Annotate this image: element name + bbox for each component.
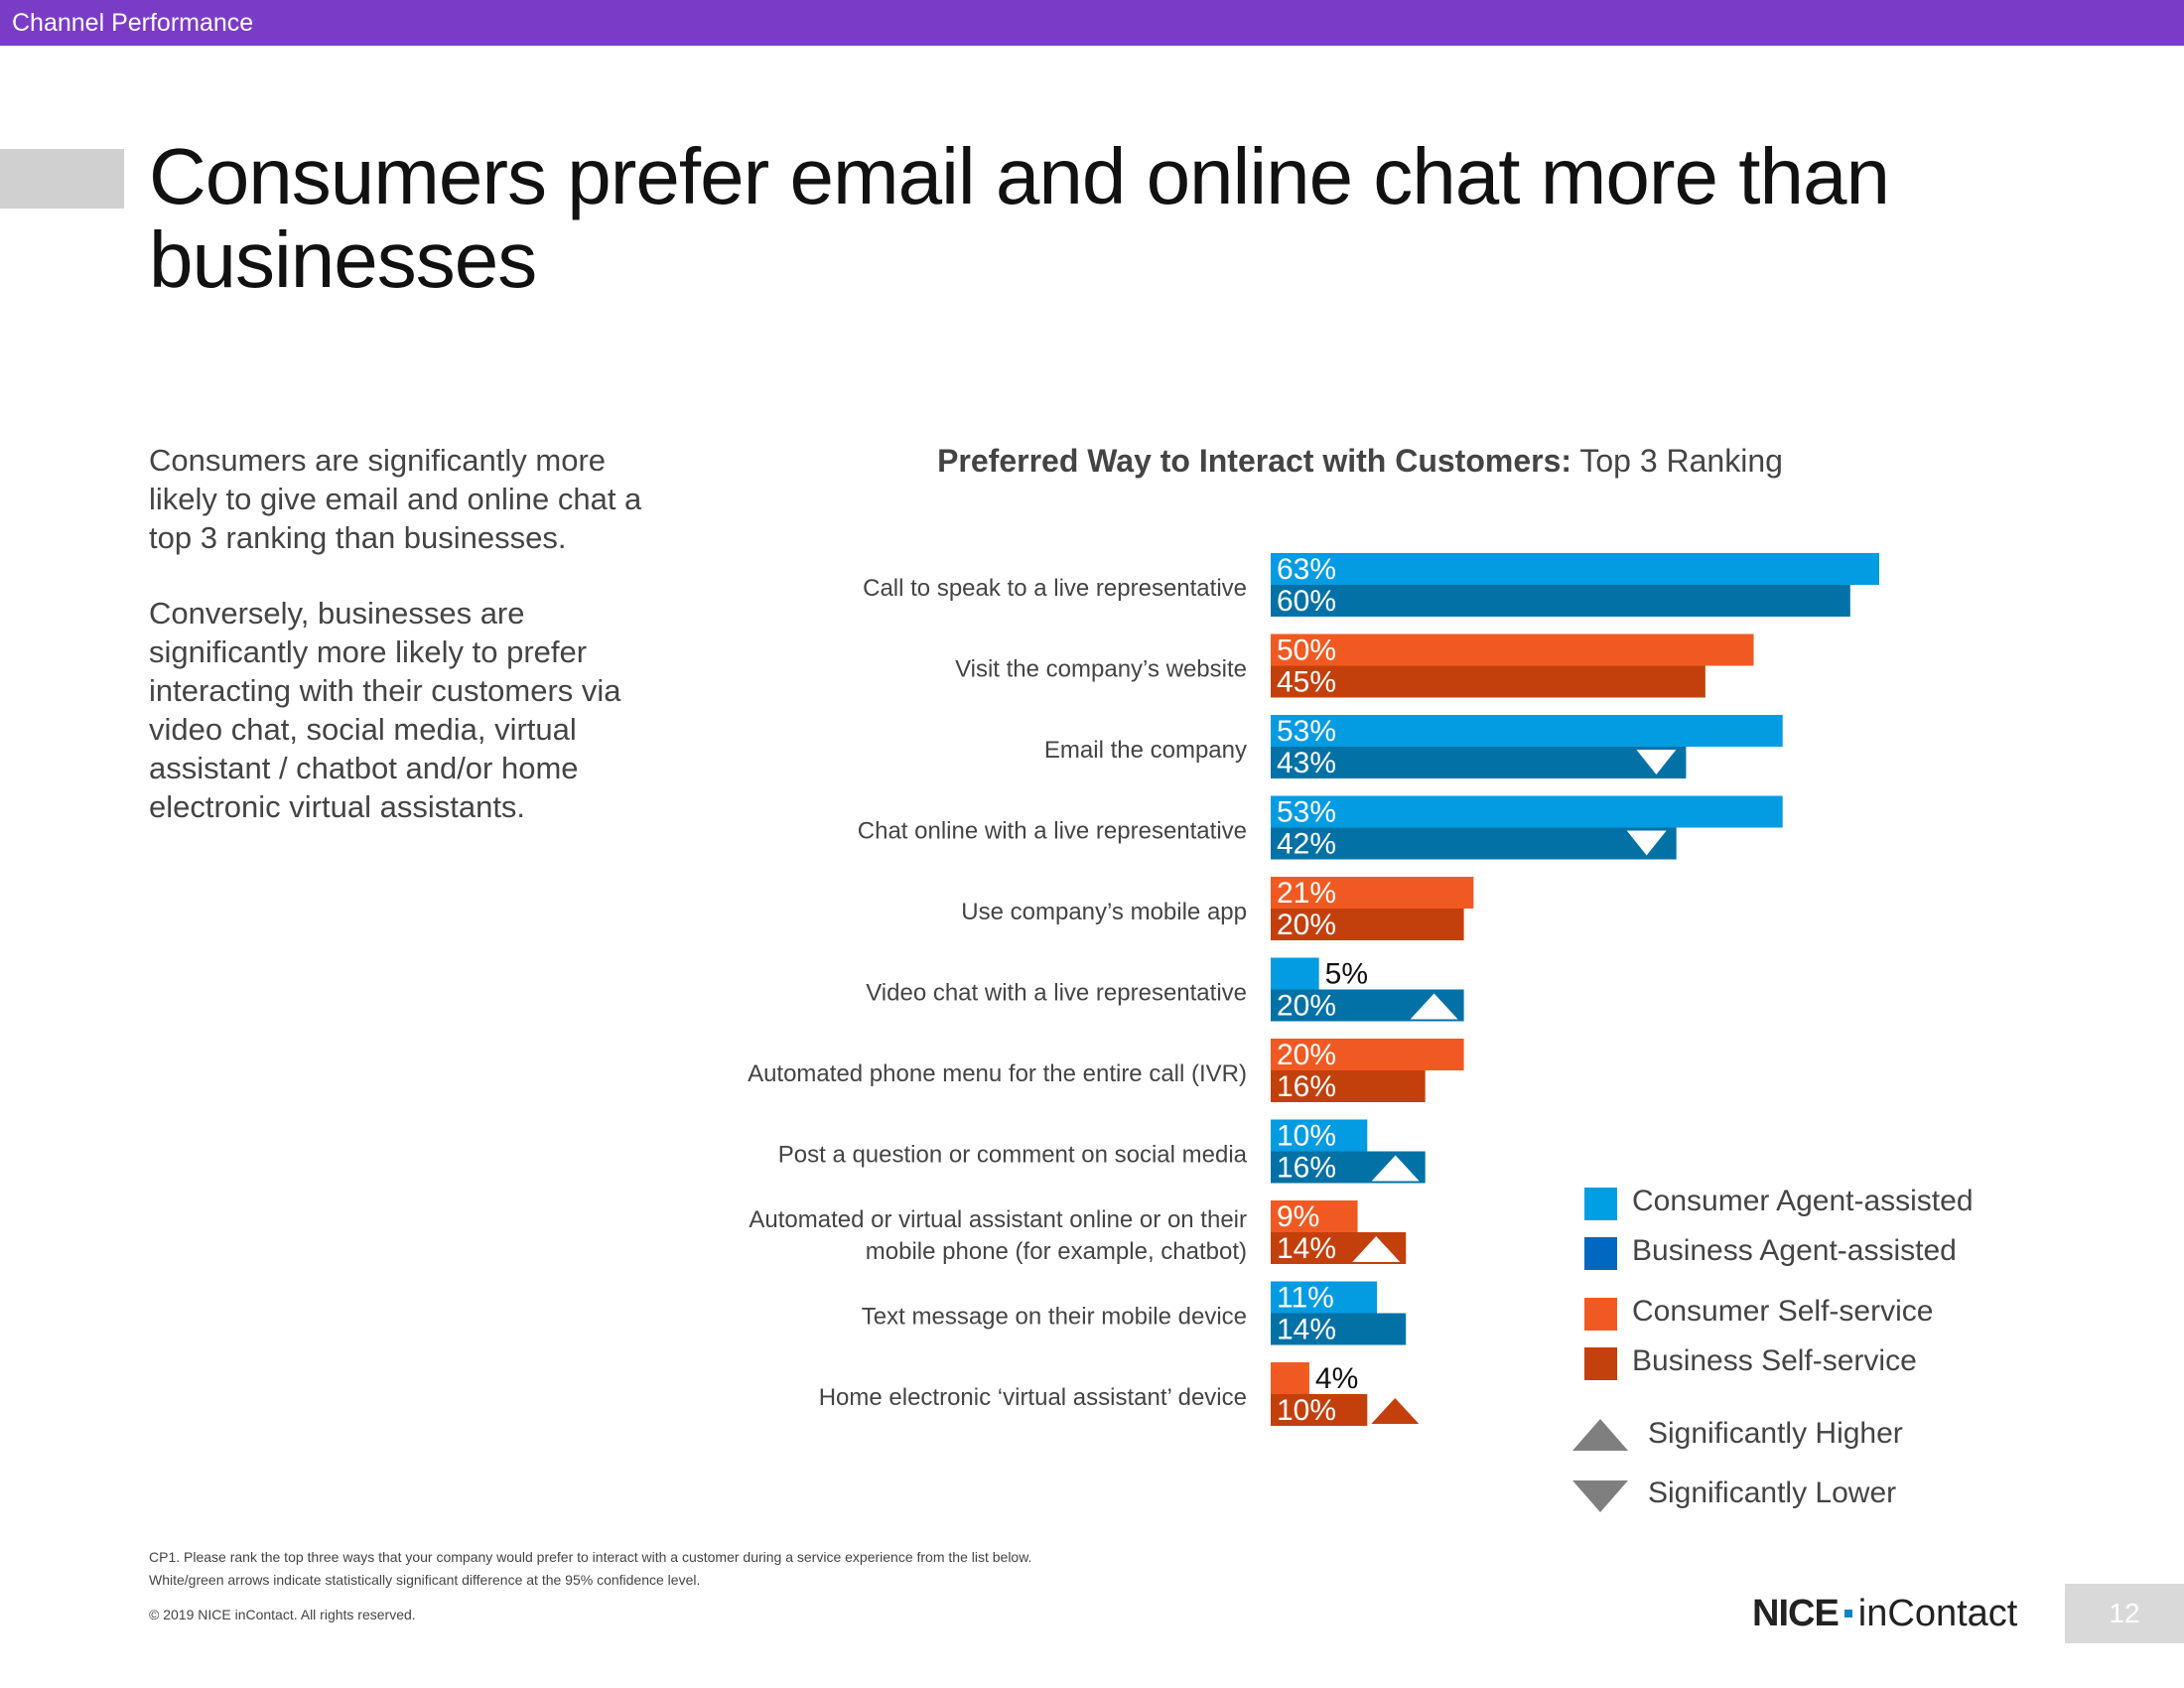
category-label: mobile phone (for example, chatbot) xyxy=(866,1238,1247,1265)
legend-label-consumer-agent: Consumer Agent-assisted xyxy=(1632,1185,1974,1217)
significantly-higher-icon xyxy=(1371,1155,1420,1182)
data-label: 53% xyxy=(1277,796,1336,829)
legend-swatch-business-agent xyxy=(1584,1237,1617,1270)
data-label: 53% xyxy=(1277,715,1336,748)
bar-business xyxy=(1271,1313,1407,1345)
intro-paragraph-2: Conversely, businesses are significantly… xyxy=(149,596,621,824)
data-label: 20% xyxy=(1277,909,1336,941)
data-label: 60% xyxy=(1277,585,1336,618)
category-label: Visit the company’s website xyxy=(955,656,1247,683)
copyright: © 2019 NICE inContact. All rights reserv… xyxy=(149,1607,416,1622)
nice-incontact-logo: NICE inContact xyxy=(1752,1593,2017,1635)
bar-consumer xyxy=(1271,1281,1378,1314)
category-label: Text message on their mobile device xyxy=(862,1304,1247,1331)
data-label: 43% xyxy=(1277,747,1336,779)
logo-part-nice: NICE xyxy=(1752,1593,1840,1634)
data-label: 5% xyxy=(1325,958,1368,991)
bar-consumer xyxy=(1271,553,1879,585)
triangle-down-shape xyxy=(1572,1480,1628,1512)
bar-consumer xyxy=(1271,1200,1358,1232)
bar-business xyxy=(1271,665,1706,698)
data-label: 63% xyxy=(1277,553,1336,586)
triangle-up-shape xyxy=(1572,1419,1628,1451)
bar-consumer xyxy=(1271,715,1783,747)
legend-label-significantly-lower: Significantly Lower xyxy=(1648,1477,1897,1509)
data-label: 21% xyxy=(1277,877,1336,910)
category-label: Use company’s mobile app xyxy=(961,899,1247,925)
intro-paragraph-1: Consumers are significantly more likely … xyxy=(149,443,642,555)
logo-dot-icon xyxy=(1843,1610,1852,1618)
category-label: Automated phone menu for the entire call… xyxy=(748,1060,1247,1087)
category-label: Home electronic ‘virtual assistant’ devi… xyxy=(819,1384,1247,1411)
page-number-box: 12 xyxy=(2065,1584,2184,1643)
bar-business xyxy=(1271,1070,1426,1102)
data-label: 16% xyxy=(1277,1152,1336,1185)
logo-part-incontact: inContact xyxy=(1857,1593,2018,1634)
data-label: 4% xyxy=(1315,1362,1358,1395)
data-label: 20% xyxy=(1277,1039,1336,1071)
intro-text: Consumers are significantly more likely … xyxy=(149,441,655,863)
significantly-higher-icon xyxy=(1371,1398,1420,1424)
category-label: Chat online with a live representative xyxy=(858,818,1247,845)
data-label: 10% xyxy=(1277,1394,1336,1427)
category-label: Automated or virtual assistant online or… xyxy=(749,1206,1247,1233)
data-label: 11% xyxy=(1277,1282,1334,1315)
legend-label-significantly-higher: Significantly Higher xyxy=(1648,1417,1903,1450)
title-marker xyxy=(0,149,124,209)
category-label: Video chat with a live representative xyxy=(866,980,1247,1007)
category-label: Email the company xyxy=(1044,737,1247,764)
chart-title-regular: Top 3 Ranking xyxy=(1579,443,1783,479)
bar-consumer xyxy=(1271,1119,1368,1152)
legend-label-business-agent: Business Agent-assisted xyxy=(1632,1234,1957,1267)
bar-consumer xyxy=(1271,1039,1464,1070)
bar-business xyxy=(1271,1394,1368,1426)
section-label: Channel Performance xyxy=(12,9,254,37)
data-label: 14% xyxy=(1277,1232,1336,1265)
triangle-up-icon xyxy=(1572,1419,1628,1451)
legend-label-business-self: Business Self-service xyxy=(1632,1344,1917,1377)
data-label: 20% xyxy=(1277,990,1336,1023)
bar-consumer xyxy=(1271,957,1319,990)
triangle-down-icon xyxy=(1572,1480,1628,1512)
data-label: 16% xyxy=(1277,1070,1336,1103)
significantly-higher-icon xyxy=(1410,993,1458,1020)
bar-consumer xyxy=(1271,877,1474,909)
legend-swatch-business-self xyxy=(1584,1347,1617,1380)
category-label: Call to speak to a live representative xyxy=(863,575,1247,602)
significantly-lower-icon xyxy=(1636,750,1677,774)
bar-business xyxy=(1271,585,1850,617)
bar-consumer xyxy=(1271,1362,1309,1394)
page-title: Consumers prefer email and online chat m… xyxy=(149,132,1890,304)
significantly-higher-icon xyxy=(1352,1236,1401,1262)
chart-title-bold: Preferred Way to Interact with Customers… xyxy=(937,443,1572,479)
bar-consumer xyxy=(1271,633,1754,666)
legend-swatch-consumer-agent xyxy=(1584,1188,1617,1220)
significantly-lower-icon xyxy=(1626,830,1667,856)
header-bar: Channel Performance xyxy=(0,0,2184,46)
bar-business xyxy=(1271,909,1464,940)
data-label: 50% xyxy=(1277,634,1336,667)
data-label: 42% xyxy=(1277,828,1336,861)
chart-title: Preferred Way to Interact with Customers… xyxy=(794,443,1926,480)
legend-swatch-consumer-self xyxy=(1584,1298,1617,1331)
legend-label-consumer-self: Consumer Self-service xyxy=(1632,1295,1934,1328)
data-label: 10% xyxy=(1277,1120,1336,1153)
bar-business xyxy=(1271,747,1687,778)
data-label: 14% xyxy=(1277,1314,1336,1346)
data-label: 45% xyxy=(1277,666,1336,699)
footnote-question: CP1. Please rank the top three ways that… xyxy=(149,1549,1032,1565)
bar-consumer xyxy=(1271,795,1783,828)
category-label: Post a question or comment on social med… xyxy=(778,1142,1248,1169)
bar-business xyxy=(1271,827,1677,860)
footnote-significance: White/green arrows indicate statisticall… xyxy=(149,1572,701,1588)
data-label: 9% xyxy=(1277,1200,1319,1233)
page-number: 12 xyxy=(2109,1598,2140,1628)
